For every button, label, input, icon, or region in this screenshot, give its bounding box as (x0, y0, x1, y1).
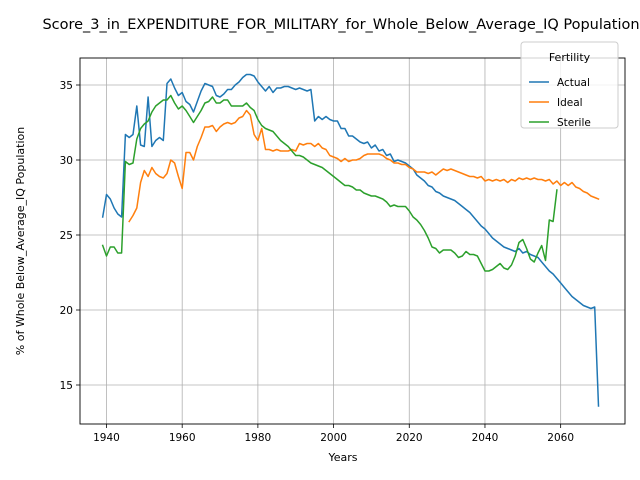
y-tick-label: 25 (60, 230, 73, 242)
x-tick-label: 1940 (93, 432, 120, 444)
x-tick-label: 2060 (547, 432, 574, 444)
y-axis: 15 20 25 30 35 (60, 80, 80, 392)
legend-box (520, 41, 619, 129)
x-axis: 1940 1960 1980 2000 2020 2040 2060 (93, 424, 574, 444)
series-line-ideal (128, 109, 600, 223)
series-line-sterile (101, 94, 558, 272)
x-tick-label: 1980 (245, 432, 272, 444)
y-tick-label: 35 (60, 80, 73, 92)
y-axis-label: % of Whole Below_Average_IQ Population (14, 127, 27, 355)
legend-label-ideal: Ideal (557, 97, 583, 109)
legend: Fertility Actual Ideal Sterile (520, 41, 619, 129)
x-axis-label: Years (327, 451, 357, 464)
y-tick-label: 20 (60, 305, 73, 317)
y-tick-label: 15 (60, 380, 73, 392)
legend-label-sterile: Sterile (557, 117, 591, 129)
legend-title: Fertility (549, 51, 591, 64)
x-tick-label: 2020 (396, 432, 423, 444)
chart-title: Score_3_in_EXPENDITURE_FOR_MILITARY_for_… (42, 17, 639, 33)
x-tick-label: 2040 (472, 432, 499, 444)
x-tick-label: 1960 (169, 432, 196, 444)
legend-label-actual: Actual (557, 77, 590, 89)
legend-items: Actual Ideal Sterile (529, 77, 591, 129)
y-tick-label: 30 (60, 155, 73, 167)
plot-area-frame (79, 57, 626, 425)
x-tick-label: 2000 (320, 432, 347, 444)
series-layer (101, 73, 600, 407)
